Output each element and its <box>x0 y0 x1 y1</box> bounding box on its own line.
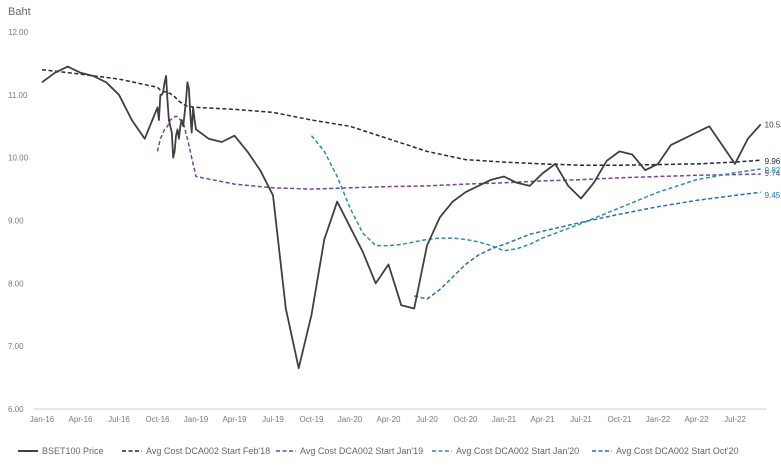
series-line-4 <box>414 191 761 300</box>
x-ticks: Jan-16 Apr-16 Jul-16 Oct-16 Jan-19 Apr-19 Jul-… <box>30 415 747 424</box>
y-tick-label: 12.00 <box>8 28 29 37</box>
y-tick-label: 10.00 <box>8 154 29 163</box>
series-lines <box>41 65 762 370</box>
y-tick-label: 6.00 <box>8 405 24 414</box>
x-tick-label: Jan-19 <box>184 415 209 424</box>
x-tick-label: Jul-22 <box>724 415 746 424</box>
x-tick-label: Jan-21 <box>492 415 517 424</box>
series-line-0 <box>41 65 762 370</box>
y-axis-label: Baht <box>8 6 31 18</box>
series-line-3 <box>310 135 761 252</box>
x-tick-label: Apr-21 <box>530 415 555 424</box>
x-tick-label: Jul-16 <box>108 415 130 424</box>
x-tick-label: Jul-19 <box>262 415 284 424</box>
x-tick-label: Apr-19 <box>222 415 247 424</box>
x-tick-label: Jul-20 <box>416 415 438 424</box>
y-tick-label: 11.00 <box>8 91 28 100</box>
x-tick-label: Jan-20 <box>338 415 363 424</box>
x-tick-label: Jan-22 <box>646 415 671 424</box>
y-ticks: 12.00 11.00 10.00 9.00 8.00 7.00 6.00 <box>8 28 29 414</box>
x-tick-label: Jul-21 <box>570 415 592 424</box>
x-tick-label: Oct-21 <box>607 415 632 424</box>
x-tick-label: Oct-19 <box>299 415 324 424</box>
y-tick-label: 7.00 <box>8 342 24 351</box>
end-label-2: 9.74 <box>765 169 781 178</box>
end-label-4: 9.45 <box>765 191 781 200</box>
end-labels: 10.53 9.96 9.749.82 9.45 <box>765 120 781 200</box>
end-label-3: 9.82 <box>765 166 781 175</box>
legend-label-4: Avg Cost DCA002 Start Oct'20 <box>616 446 739 456</box>
x-tick-label: Oct-20 <box>453 415 478 424</box>
x-tick-label: Apr-20 <box>376 415 401 424</box>
y-tick-label: 9.00 <box>8 217 24 226</box>
x-tick-label: Apr-16 <box>68 415 93 424</box>
x-tick-label: Apr-22 <box>684 415 709 424</box>
legend-label-3: Avg Cost DCA002 Start Jan'20 <box>456 446 579 456</box>
y-tick-label: 8.00 <box>8 279 24 288</box>
legend-label-0: BSET100 Price <box>42 446 104 456</box>
x-tick-label: Jan-16 <box>30 415 55 424</box>
legend-label-2: Avg Cost DCA002 Start Jan'19 <box>300 446 423 456</box>
end-label-0: 10.53 <box>765 120 781 129</box>
end-label-1: 9.96 <box>765 157 781 166</box>
x-tick-label: Oct-16 <box>145 415 170 424</box>
legend: BSET100 Price Avg Cost DCA002 Start Feb'1… <box>18 446 739 456</box>
series-line-1 <box>41 68 761 166</box>
legend-label-1: Avg Cost DCA002 Start Feb'18 <box>146 446 270 456</box>
series-line-2 <box>156 115 761 190</box>
